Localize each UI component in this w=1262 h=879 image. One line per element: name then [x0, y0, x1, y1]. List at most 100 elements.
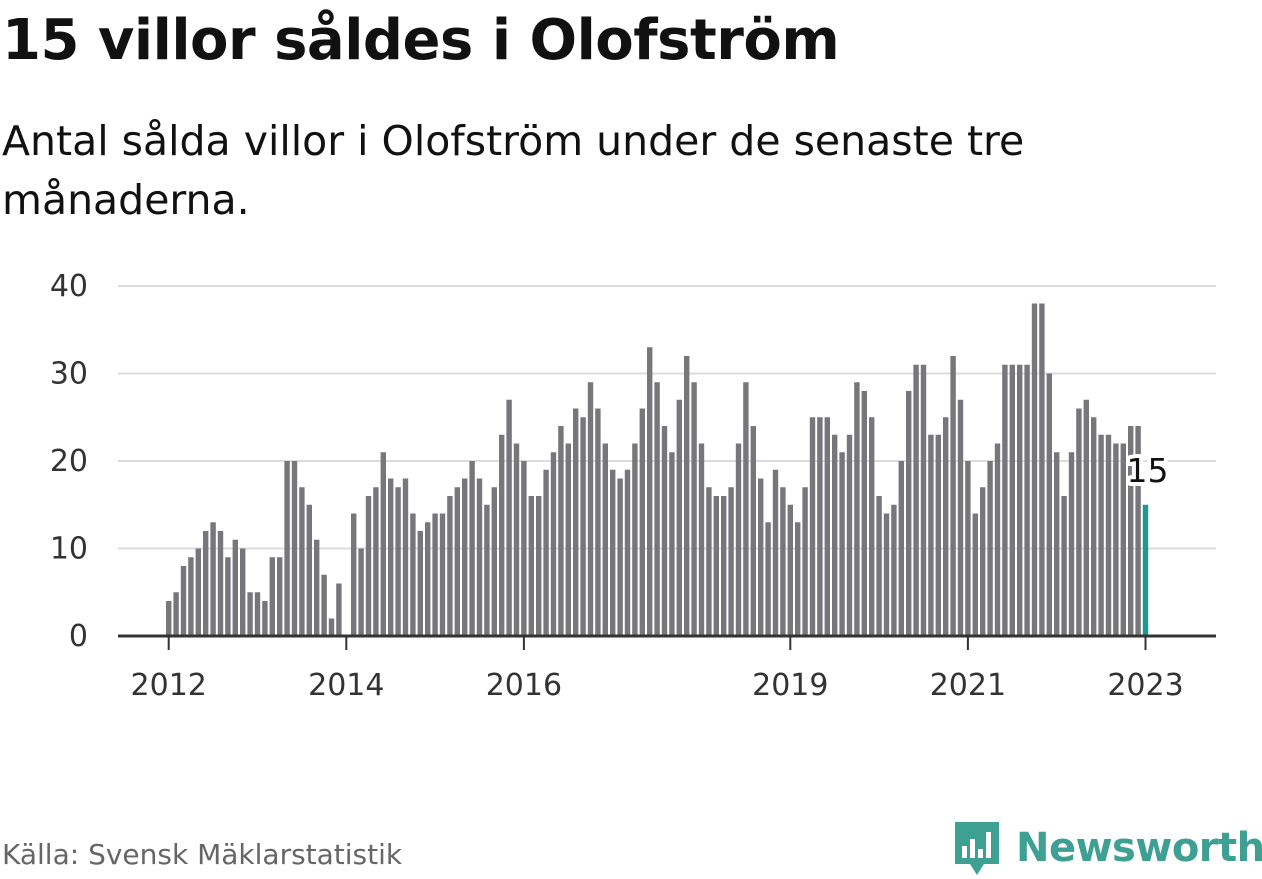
bar [676, 399, 682, 636]
bar [994, 443, 1001, 636]
bar [587, 382, 594, 636]
bar [543, 469, 549, 636]
y-tick-label: 0 [69, 619, 88, 654]
y-tick-label: 20 [50, 444, 88, 479]
bar [203, 531, 209, 636]
bar [373, 487, 379, 636]
bar [380, 452, 386, 636]
bar [1128, 426, 1134, 636]
bar [388, 478, 394, 636]
bar [943, 417, 949, 636]
bar [624, 469, 631, 636]
bar [417, 531, 423, 636]
bar [1024, 364, 1030, 636]
bar [269, 557, 275, 636]
bar [861, 391, 867, 636]
bar [454, 487, 460, 636]
bar [1046, 373, 1052, 636]
bar [1076, 408, 1082, 636]
x-tick-label: 2021 [930, 668, 1006, 703]
bar [521, 461, 527, 636]
bar [832, 434, 838, 636]
x-tick-label: 2016 [486, 668, 562, 703]
bar [758, 478, 764, 636]
bar [402, 478, 409, 636]
bar [1091, 417, 1097, 636]
bar [1017, 364, 1023, 636]
bar [166, 601, 172, 636]
bar [291, 461, 298, 636]
x-tick-label: 2014 [308, 668, 384, 703]
bar [846, 434, 853, 636]
bar [735, 443, 742, 636]
brand-logo: Newsworthy [952, 818, 1262, 878]
x-tick-label: 2023 [1107, 668, 1183, 703]
x-tick-label: 2019 [752, 668, 828, 703]
bar [639, 408, 645, 636]
bar [321, 574, 327, 636]
bar [499, 434, 505, 636]
bar [987, 461, 993, 636]
newsworthy-logo-icon [955, 822, 999, 875]
bar [920, 364, 927, 636]
bar [262, 601, 268, 636]
bar [1031, 303, 1038, 636]
bar [928, 434, 934, 636]
bar [610, 469, 616, 636]
bar [809, 417, 816, 636]
bar [654, 382, 660, 636]
bar [395, 487, 401, 636]
chart-subtitle: Antal sålda villor i Olofström under de … [2, 117, 1025, 224]
bar [573, 408, 579, 636]
bar [913, 364, 919, 636]
bar [1083, 399, 1089, 636]
x-tick-label: 2012 [131, 668, 207, 703]
bar [802, 487, 808, 636]
bar [328, 618, 335, 636]
bar [351, 513, 357, 636]
bar [713, 496, 719, 636]
bar [854, 382, 860, 636]
bar [1002, 364, 1008, 636]
bar [462, 478, 468, 636]
bar [906, 391, 912, 636]
bar [277, 557, 283, 636]
bar [691, 382, 697, 636]
bar [484, 504, 490, 636]
bar [1009, 364, 1015, 636]
bar [550, 452, 557, 636]
bar [254, 592, 261, 636]
bar [188, 557, 194, 636]
bar [957, 399, 964, 636]
bar [765, 522, 771, 636]
bar [247, 592, 253, 636]
bar [284, 461, 290, 636]
bar [536, 496, 542, 636]
bar [299, 487, 305, 636]
bar [528, 496, 534, 636]
bar [180, 566, 187, 636]
bar [447, 496, 453, 636]
bar [410, 513, 416, 636]
bar [439, 513, 446, 636]
bar [661, 426, 668, 636]
bar [647, 347, 653, 636]
bar [772, 469, 779, 636]
bar [513, 443, 520, 636]
bar [232, 539, 238, 636]
bar [824, 417, 830, 636]
bar [306, 504, 312, 636]
bar [506, 399, 512, 636]
bar [476, 478, 483, 636]
bar [580, 417, 586, 636]
brand-name: Newsworthy [1016, 825, 1262, 871]
bar [432, 513, 438, 636]
bar [684, 356, 690, 636]
bar [365, 496, 372, 636]
bar [1061, 496, 1067, 636]
bar [883, 513, 890, 636]
bar [972, 513, 978, 636]
highlight-bar [1142, 504, 1149, 636]
bar [358, 548, 364, 636]
